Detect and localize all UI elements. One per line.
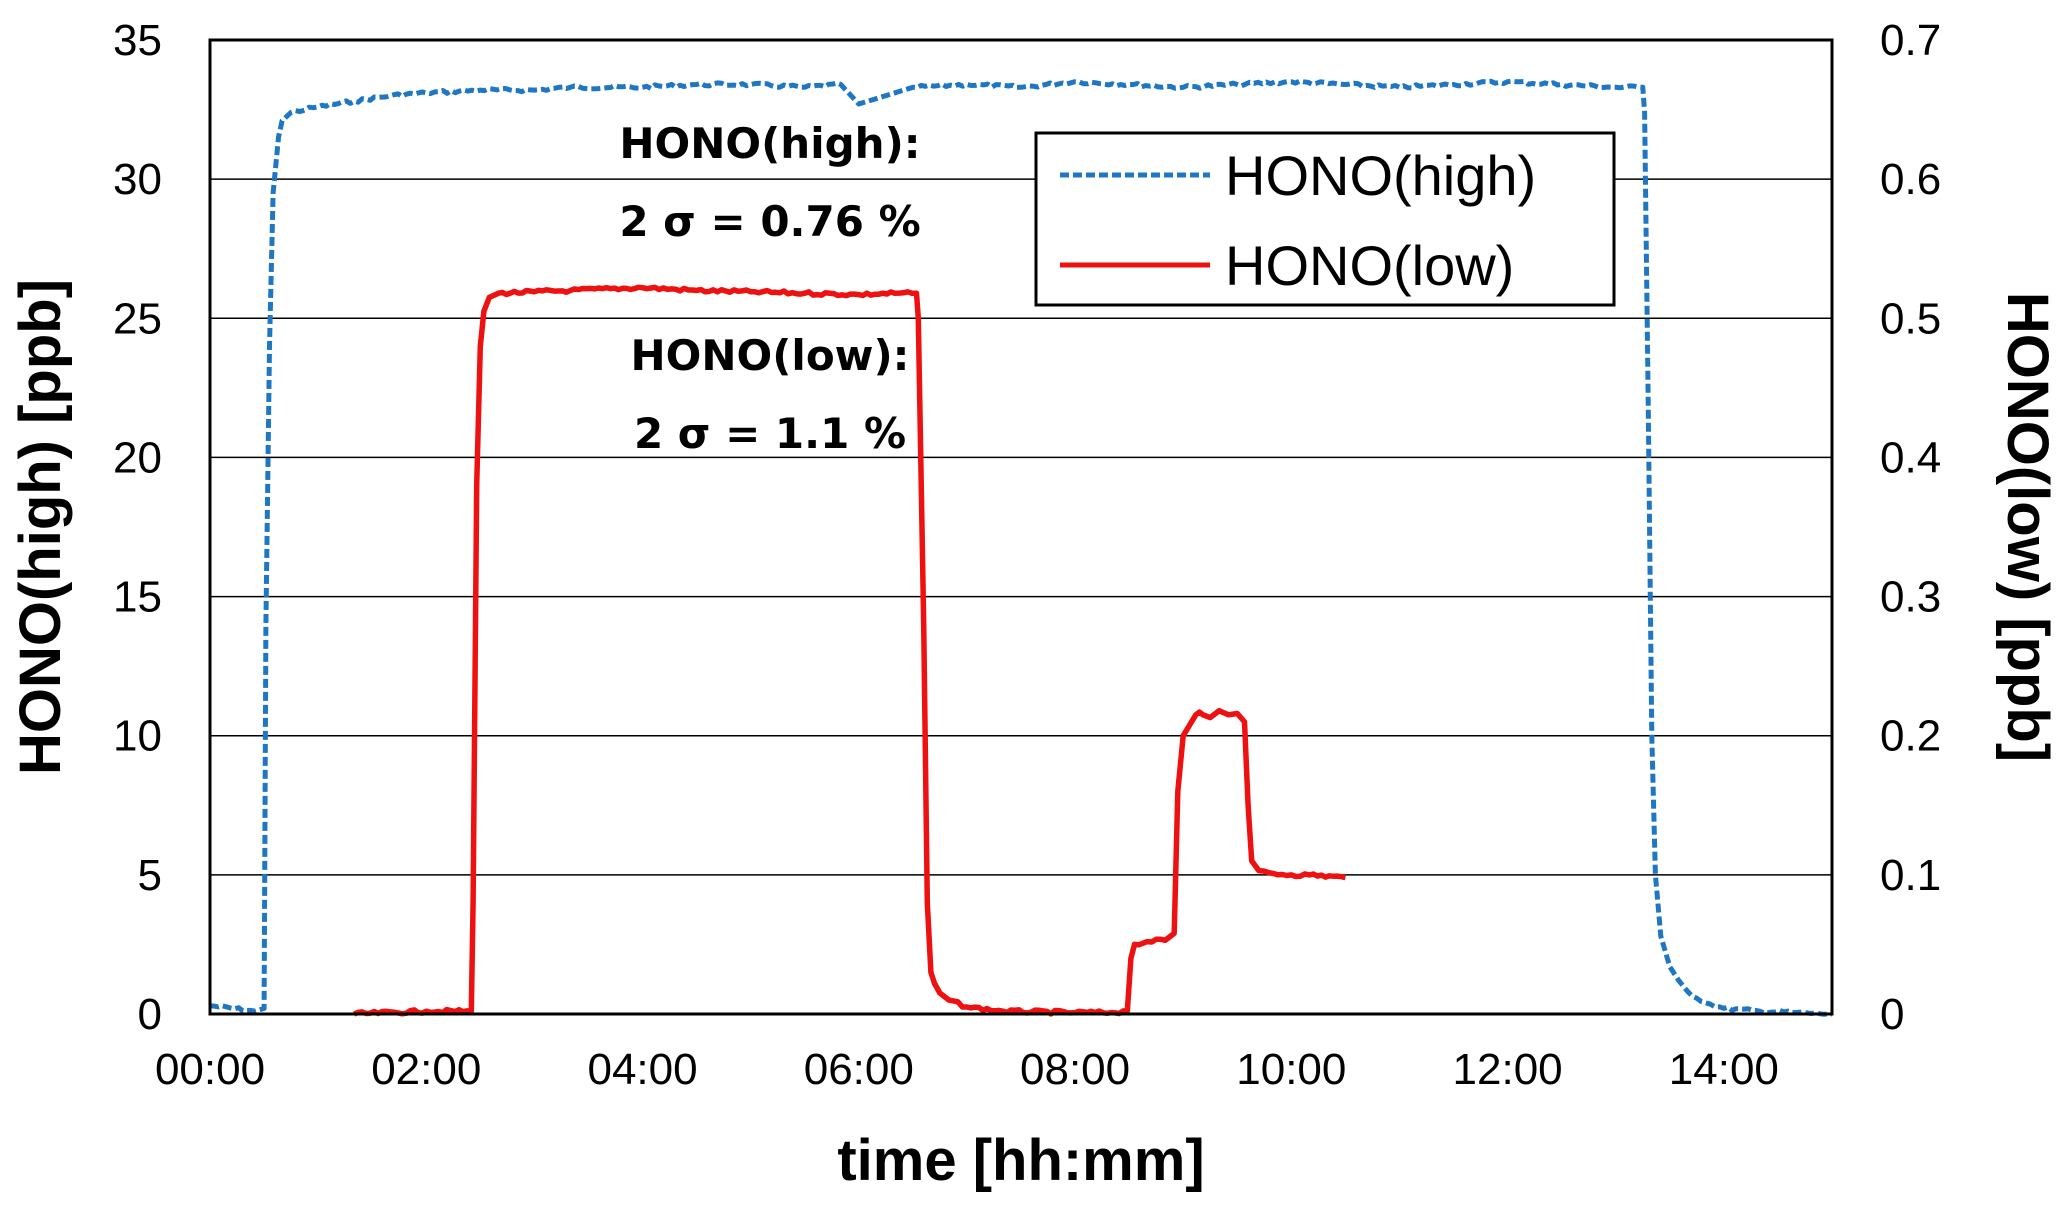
y-right-tick-2: 0.2	[1880, 712, 1941, 761]
y-right-tick-6: 0.6	[1880, 155, 1941, 204]
y-right-tick-4: 0.4	[1880, 433, 1941, 482]
annotation-low: HONO(low): 2 σ = 1.1 %	[631, 331, 910, 458]
y-left-tick-7: 35	[113, 16, 162, 65]
y-left-tick-3: 15	[113, 573, 162, 622]
series-layer	[209, 78, 1833, 1017]
x-tick-3: 06:00	[804, 1045, 914, 1094]
y-right-tick-5: 0.5	[1880, 294, 1941, 343]
x-tick-0: 00:00	[155, 1045, 265, 1094]
y-right-tick-1: 0.1	[1880, 851, 1941, 900]
annotation-low-label: HONO(low):	[631, 331, 910, 380]
gridlines	[210, 39, 1832, 1015]
x-tick-5: 10:00	[1236, 1045, 1346, 1094]
x-tick-2: 04:00	[587, 1045, 697, 1094]
y-right-tick-7: 0.7	[1880, 16, 1941, 65]
y-right-axis-title: HONO(low) [ppb]	[1995, 292, 2060, 762]
legend: HONO(high) HONO(low)	[1034, 131, 1616, 307]
plot-frame	[208, 38, 1834, 1016]
legend-label-high: HONO(high)	[1225, 144, 1536, 207]
y-right-tick-3: 0.3	[1880, 573, 1941, 622]
x-tick-6: 12:00	[1453, 1045, 1563, 1094]
annotation-high: HONO(high): 2 σ = 0.76 %	[619, 119, 920, 246]
y-left-tick-6: 30	[113, 155, 162, 204]
x-tick-labels: 00:00 02:00 04:00 06:00 08:00 10:00 12:00 14:00	[155, 1045, 1779, 1094]
y-left-tick-1: 5	[138, 851, 162, 900]
series-line-1	[353, 284, 1347, 1017]
y-left-tick-4: 20	[113, 433, 162, 482]
y-right-tick-0: 0	[1880, 990, 1904, 1039]
y-right-tick-labels: 0 0.1 0.2 0.3 0.4 0.5 0.6 0.7	[1880, 16, 1941, 1039]
annotation-high-value: 2 σ = 0.76 %	[619, 197, 920, 246]
legend-box	[1034, 131, 1616, 307]
x-tick-4: 08:00	[1020, 1045, 1130, 1094]
annotation-high-label: HONO(high):	[619, 119, 920, 168]
legend-label-low: HONO(low)	[1225, 234, 1514, 297]
y-left-axis-title: HONO(high) [ppb]	[8, 279, 73, 775]
y-left-tick-0: 0	[138, 990, 162, 1039]
x-axis-title: time [hh:mm]	[837, 1128, 1204, 1193]
x-tick-1: 02:00	[371, 1045, 481, 1094]
annotation-low-value: 2 σ = 1.1 %	[634, 409, 906, 458]
series-line-0	[209, 78, 1833, 1017]
x-tick-7: 14:00	[1669, 1045, 1779, 1094]
y-left-tick-2: 10	[113, 712, 162, 761]
y-left-tick-labels: 0 5 10 15 20 25 30 35	[113, 16, 162, 1039]
y-left-tick-5: 25	[113, 294, 162, 343]
